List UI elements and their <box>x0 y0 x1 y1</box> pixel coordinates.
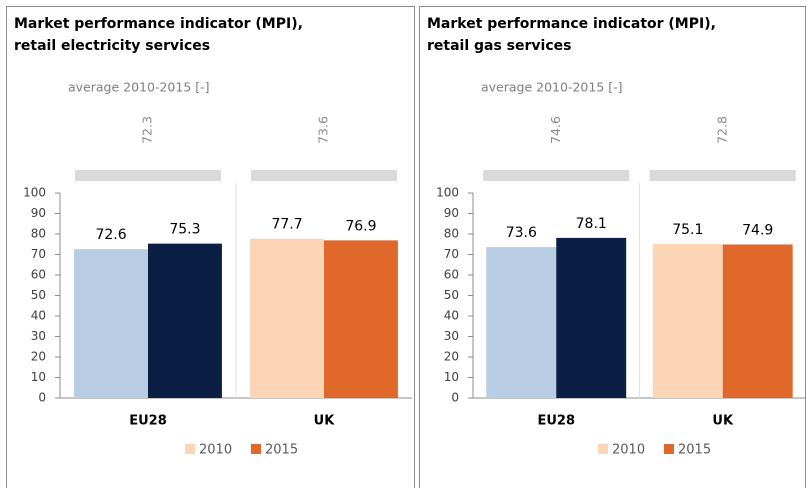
value-label: 74.9 <box>742 222 773 238</box>
y-tick-label: 100 <box>23 186 46 200</box>
chart-title: retail electricity services <box>14 38 210 54</box>
panel-border <box>6 6 415 488</box>
value-label: 78.1 <box>576 216 607 232</box>
y-tick-label: 40 <box>444 309 459 323</box>
average-label: 72.8 <box>714 116 729 144</box>
y-tick-label: 60 <box>444 268 459 282</box>
average-band <box>649 170 796 181</box>
y-tick-label: 30 <box>444 329 459 343</box>
y-tick-label: 70 <box>31 247 46 261</box>
y-tick-label: 20 <box>444 350 459 364</box>
y-tick-label: 90 <box>444 206 459 220</box>
x-tick-label: EU28 <box>129 414 167 429</box>
bar <box>324 240 398 398</box>
legend-label: 2010 <box>612 443 645 458</box>
y-tick-label: 70 <box>444 247 459 261</box>
value-label: 75.3 <box>169 222 200 238</box>
y-tick-label: 90 <box>31 206 46 220</box>
average-band <box>75 170 221 181</box>
y-tick-label: 60 <box>31 268 46 282</box>
y-tick-label: 50 <box>31 288 46 302</box>
x-tick-label: UK <box>314 414 336 429</box>
bar <box>148 243 222 398</box>
x-tick-label: UK <box>712 414 734 429</box>
y-tick-label: 30 <box>31 329 46 343</box>
y-tick-label: 80 <box>444 227 459 241</box>
legend-label: 2015 <box>265 443 298 458</box>
average-band <box>251 170 397 181</box>
value-label: 73.6 <box>506 225 537 241</box>
bar <box>74 249 148 398</box>
y-tick-label: 20 <box>31 350 46 364</box>
y-tick-label: 0 <box>38 391 46 405</box>
legend-label: 2010 <box>199 443 232 458</box>
legend-swatch <box>664 444 674 454</box>
subtitle: average 2010-2015 [-] <box>481 80 623 95</box>
legend-label: 2015 <box>678 443 711 458</box>
legend-swatch <box>185 444 195 454</box>
legend-swatch <box>598 444 608 454</box>
subtitle: average 2010-2015 [-] <box>68 80 210 95</box>
bar <box>652 244 723 398</box>
average-label: 73.6 <box>316 116 331 144</box>
y-tick-label: 10 <box>444 370 459 384</box>
value-label: 76.9 <box>345 218 376 234</box>
chart-title: Market performance indicator (MPI), <box>427 16 716 32</box>
y-tick-label: 40 <box>31 309 46 323</box>
bar <box>250 238 324 398</box>
x-tick-label: EU28 <box>537 414 575 429</box>
value-label: 77.7 <box>271 217 302 233</box>
y-tick-label: 10 <box>31 370 46 384</box>
legend-swatch <box>251 444 261 454</box>
y-tick-label: 50 <box>444 288 459 302</box>
chart-title: Market performance indicator (MPI), <box>14 16 303 32</box>
y-tick-label: 0 <box>451 391 459 405</box>
value-label: 72.6 <box>95 227 126 243</box>
chart-title: retail gas services <box>427 38 571 54</box>
panel-border <box>419 6 806 488</box>
y-tick-label: 100 <box>436 186 459 200</box>
bar <box>722 244 793 398</box>
value-label: 75.1 <box>672 222 703 238</box>
average-label: 74.6 <box>548 116 563 144</box>
average-band <box>483 170 630 181</box>
bar <box>486 247 557 398</box>
average-label: 72.3 <box>140 116 155 144</box>
y-tick-label: 80 <box>31 227 46 241</box>
bar <box>556 237 627 398</box>
